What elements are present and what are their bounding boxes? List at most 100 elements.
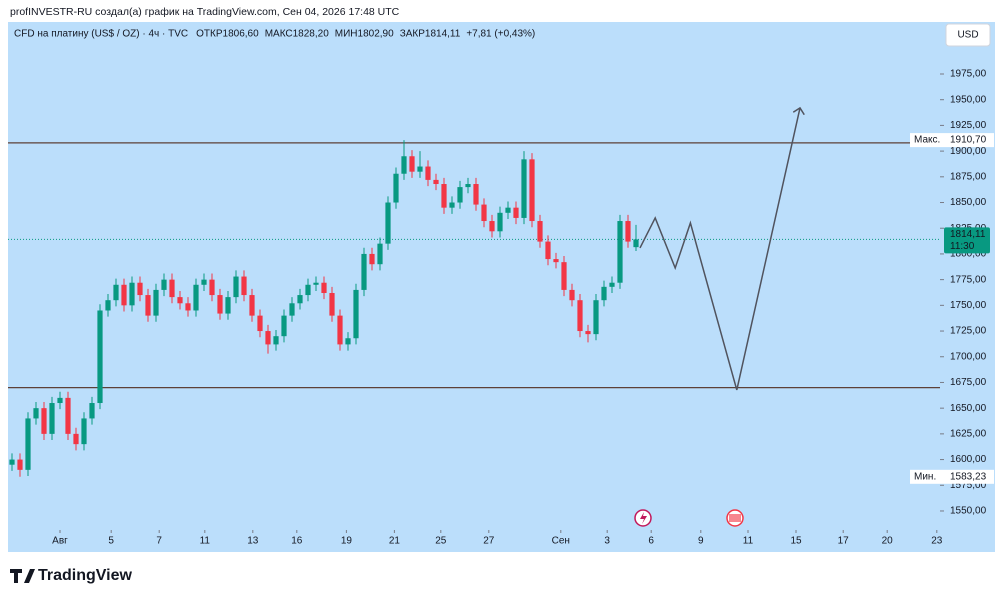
candle-body	[465, 184, 471, 188]
candle-body	[113, 284, 119, 301]
candle-body	[89, 403, 95, 419]
candle-body	[225, 297, 231, 314]
y-tick-label: 1775,00	[950, 274, 987, 285]
y-tick-label: 1650,00	[950, 403, 987, 414]
candle-body	[137, 282, 143, 296]
event-icon-glyph	[729, 514, 741, 522]
candle-body	[401, 156, 407, 174]
candle-body	[361, 253, 367, 290]
logo-text: TradingView	[38, 567, 133, 584]
legend-label: ОТКР	[196, 29, 223, 40]
logo-mark	[10, 569, 35, 583]
candle-body	[417, 166, 423, 172]
candle-body	[17, 459, 23, 470]
x-tick-label: 15	[790, 536, 802, 547]
candle-body	[609, 282, 615, 287]
legend-label: МИН	[335, 29, 358, 40]
y-tick-label: 1675,00	[950, 377, 987, 388]
candle-body	[209, 279, 215, 296]
candle-body	[553, 259, 559, 263]
legend-value: 1802,90	[358, 29, 395, 40]
last-price-value: 1814,11	[950, 229, 986, 240]
legend: CFD на платину (US$ / OZ) · 4ч · TVC ОТК…	[14, 29, 535, 40]
candle-body	[585, 331, 591, 335]
x-tick-label: 19	[341, 536, 353, 547]
candle-body	[41, 408, 47, 434]
candle-body	[337, 315, 343, 345]
candle-body	[81, 418, 87, 445]
legend-change: +7,81 (+0,43%)	[466, 29, 535, 40]
event-icon-glyph	[640, 512, 647, 524]
candle-body	[353, 289, 359, 339]
y-tick-label: 1800,00	[950, 249, 987, 260]
candle-body	[577, 300, 583, 332]
extreme-label: Мин.	[914, 471, 936, 482]
legend-label: МАКС	[265, 29, 293, 40]
candle-body	[601, 286, 607, 301]
candle-body	[73, 433, 79, 445]
candle-body	[257, 315, 263, 332]
y-tick-label: 1850,00	[950, 197, 987, 208]
last-price-countdown: 11:30	[950, 241, 975, 252]
candle-body	[313, 282, 319, 285]
extreme-label: Макс.	[914, 135, 940, 146]
y-tick-label: 1550,00	[950, 506, 987, 517]
candle-body	[385, 202, 391, 244]
x-tick-label: 11	[743, 536, 754, 547]
y-tick-label: 1575,00	[950, 480, 987, 491]
y-tick-label: 1600,00	[950, 454, 987, 465]
x-tick-label: 25	[435, 536, 447, 547]
x-tick-label: 23	[931, 536, 943, 547]
candle-body	[97, 310, 103, 404]
event-icons	[634, 509, 744, 527]
candle-body	[633, 239, 639, 248]
candle-body	[529, 159, 535, 222]
attribution: profINVESTR-RU создал(а) график на Tradi…	[10, 6, 400, 18]
candle-body	[57, 397, 63, 404]
legend-label: ЗАКР	[400, 29, 426, 40]
y-tick-label: 1975,00	[950, 69, 987, 80]
y-tick-label: 1950,00	[950, 94, 987, 105]
candle-body	[129, 282, 135, 306]
x-tick-label: 21	[389, 536, 401, 547]
candle-body	[569, 289, 575, 301]
y-tick-label: 1875,00	[950, 171, 987, 182]
candle-body	[593, 300, 599, 335]
candle-body	[185, 303, 191, 311]
candle-body	[233, 276, 239, 298]
candle-body	[321, 282, 327, 294]
legend-value: 1814,11	[425, 29, 461, 40]
extreme-label-box	[910, 133, 994, 148]
candle-body	[281, 315, 287, 337]
candle-body	[65, 397, 71, 434]
candle-body	[617, 221, 623, 283]
x-tick-label: 5	[108, 536, 114, 547]
x-tick-label: Авг	[52, 536, 68, 547]
y-tick-label: 1700,00	[950, 351, 987, 362]
candle-body	[521, 159, 527, 218]
candle-body	[121, 284, 127, 306]
currency-button[interactable]	[945, 23, 991, 47]
x-tick-label: 3	[604, 536, 610, 547]
candle-body	[561, 262, 567, 290]
candle-body	[505, 207, 511, 213]
candle-body	[329, 293, 335, 316]
symbol: CFD на платину (US$ / OZ) · 4ч · TVC	[14, 29, 188, 40]
candle-body	[489, 221, 495, 232]
x-tick-label: Сен	[552, 536, 570, 547]
x-tick-label: 17	[838, 536, 850, 547]
extreme-label-box	[910, 469, 994, 484]
candle-body	[177, 297, 183, 304]
y-tick-label: 1625,00	[950, 429, 987, 440]
x-tick-label: 20	[882, 536, 894, 547]
candle-body	[457, 187, 463, 203]
x-tick-label: 6	[648, 536, 654, 547]
candle-body	[497, 212, 503, 232]
candle-body	[193, 284, 199, 311]
candle-body	[25, 418, 31, 470]
candle-body	[305, 284, 311, 296]
candle-body	[241, 276, 247, 296]
candle-body	[409, 156, 415, 172]
